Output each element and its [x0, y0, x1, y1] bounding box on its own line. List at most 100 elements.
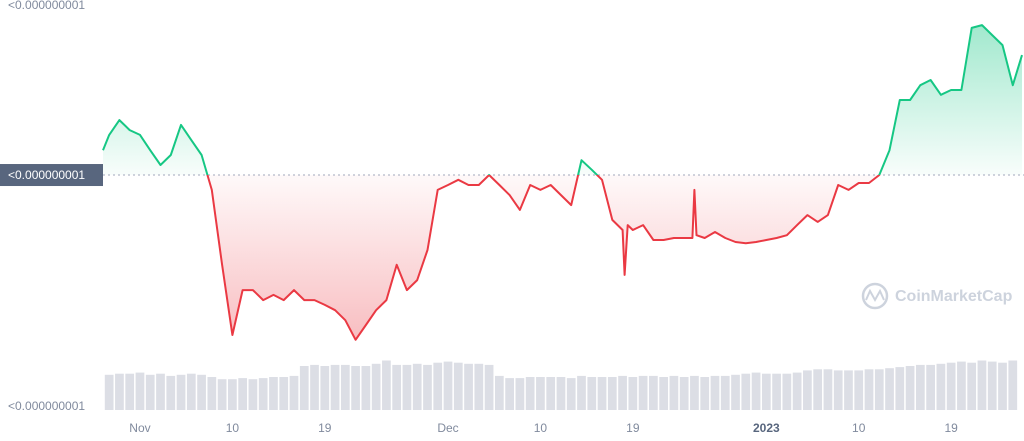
- volume-bar: [577, 375, 586, 410]
- volume-bar: [679, 377, 689, 410]
- volume-bar: [792, 372, 802, 410]
- volume-bar: [803, 370, 812, 410]
- volume-bar: [238, 378, 248, 410]
- volume-bar: [618, 375, 627, 410]
- x-tick-label: 10: [226, 421, 240, 435]
- volume-bar: [556, 377, 566, 410]
- volume-bar: [412, 363, 422, 410]
- volume-bar: [186, 373, 196, 410]
- volume-bar: [669, 375, 679, 410]
- volume-bar: [125, 373, 135, 410]
- volume-bar: [649, 375, 658, 410]
- volume-bar: [464, 363, 473, 410]
- volume-bar: [505, 378, 514, 410]
- axes: <0.000000001 <0.000000001 <0.000000001 Nov 1…: [0, 0, 958, 435]
- volume-bar: [638, 375, 648, 410]
- volume-bar: [977, 360, 987, 410]
- volume-bar: [515, 378, 525, 410]
- volume-bar: [474, 363, 484, 410]
- volume-bar: [700, 377, 710, 410]
- volume-bar: [269, 377, 278, 410]
- volume-bar: [207, 377, 217, 410]
- watermark-logo: [861, 282, 889, 310]
- volume-bar: [741, 373, 751, 410]
- volume-bar: [166, 375, 176, 410]
- volume-bar: [371, 363, 381, 410]
- volume-bar: [957, 361, 966, 410]
- volume-bar: [946, 362, 956, 410]
- volume-bar: [156, 373, 165, 410]
- volume-bar: [854, 370, 864, 410]
- volume-bar: [494, 375, 504, 410]
- volume-bar: [772, 373, 781, 410]
- volume-bar: [330, 364, 340, 410]
- volume-bar: [443, 361, 453, 410]
- volume-bar: [998, 362, 1007, 410]
- x-tick-label: 2023: [753, 421, 780, 435]
- volume-bar: [926, 364, 935, 410]
- volume-bar: [915, 364, 925, 410]
- volume-bar: [197, 374, 206, 410]
- y-tick-label: <0.000000001: [8, 399, 85, 413]
- volume-bar: [967, 362, 977, 410]
- volume-bar: [402, 364, 412, 410]
- volume-bar: [566, 378, 576, 410]
- volume-bar: [145, 374, 155, 410]
- volume-bar: [484, 364, 494, 410]
- watermark: CoinMarketCap: [861, 282, 1013, 310]
- volume-bar: [833, 370, 843, 410]
- volume-bar: [751, 372, 761, 410]
- volume-bar: [340, 364, 350, 410]
- volume-bar: [217, 379, 227, 410]
- volume-bar: [813, 369, 823, 410]
- price-line: [102, 24, 1023, 341]
- volume-bar: [587, 377, 597, 410]
- baseline-label-box: [0, 164, 103, 187]
- volume-bar: [864, 369, 874, 410]
- price-area: [103, 25, 1022, 340]
- volume-bar: [895, 367, 905, 410]
- volume-bar: [905, 366, 915, 410]
- volume-bar: [361, 366, 371, 410]
- volume-bar: [546, 377, 556, 410]
- price-line-layer: [102, 24, 1023, 341]
- watermark-logo-mark: [865, 288, 885, 303]
- volume-bar: [710, 375, 720, 410]
- volume-bar: [453, 362, 463, 410]
- volume-bars: [104, 360, 1018, 410]
- volume-bar: [607, 377, 617, 410]
- volume-bar: [659, 377, 669, 410]
- volume-bar: [874, 369, 884, 410]
- volume-bar: [104, 374, 114, 410]
- volume-bar: [423, 364, 432, 410]
- x-tick-label: 19: [626, 421, 640, 435]
- volume-bar: [782, 373, 792, 410]
- volume-bar: [310, 364, 319, 410]
- volume-bar: [176, 374, 186, 410]
- volume-bar: [936, 363, 946, 410]
- volume-bar: [823, 369, 833, 410]
- x-tick-label: Dec: [437, 421, 458, 435]
- x-tick-label: 10: [852, 421, 866, 435]
- volume-bar: [382, 360, 391, 410]
- x-tick-label: 10: [534, 421, 548, 435]
- volume-bar: [885, 368, 894, 410]
- volume-bar: [135, 372, 145, 410]
- volume-bar: [279, 377, 289, 410]
- volume-bar: [433, 362, 443, 410]
- volume-bar: [525, 377, 535, 410]
- x-tick-label: 19: [944, 421, 958, 435]
- volume-bar: [248, 379, 258, 410]
- volume-bar: [987, 361, 997, 410]
- volume-bar: [392, 364, 402, 410]
- y-tick-label: <0.000000001: [8, 168, 85, 182]
- volume-bar: [115, 373, 124, 410]
- volume-bar: [351, 366, 360, 410]
- volume-bar: [761, 373, 771, 410]
- volume-bar: [731, 374, 740, 410]
- x-tick-label: Nov: [129, 421, 150, 435]
- volume-bar: [720, 375, 730, 410]
- price-area-layer: [103, 25, 1022, 340]
- volume-bar: [628, 377, 638, 410]
